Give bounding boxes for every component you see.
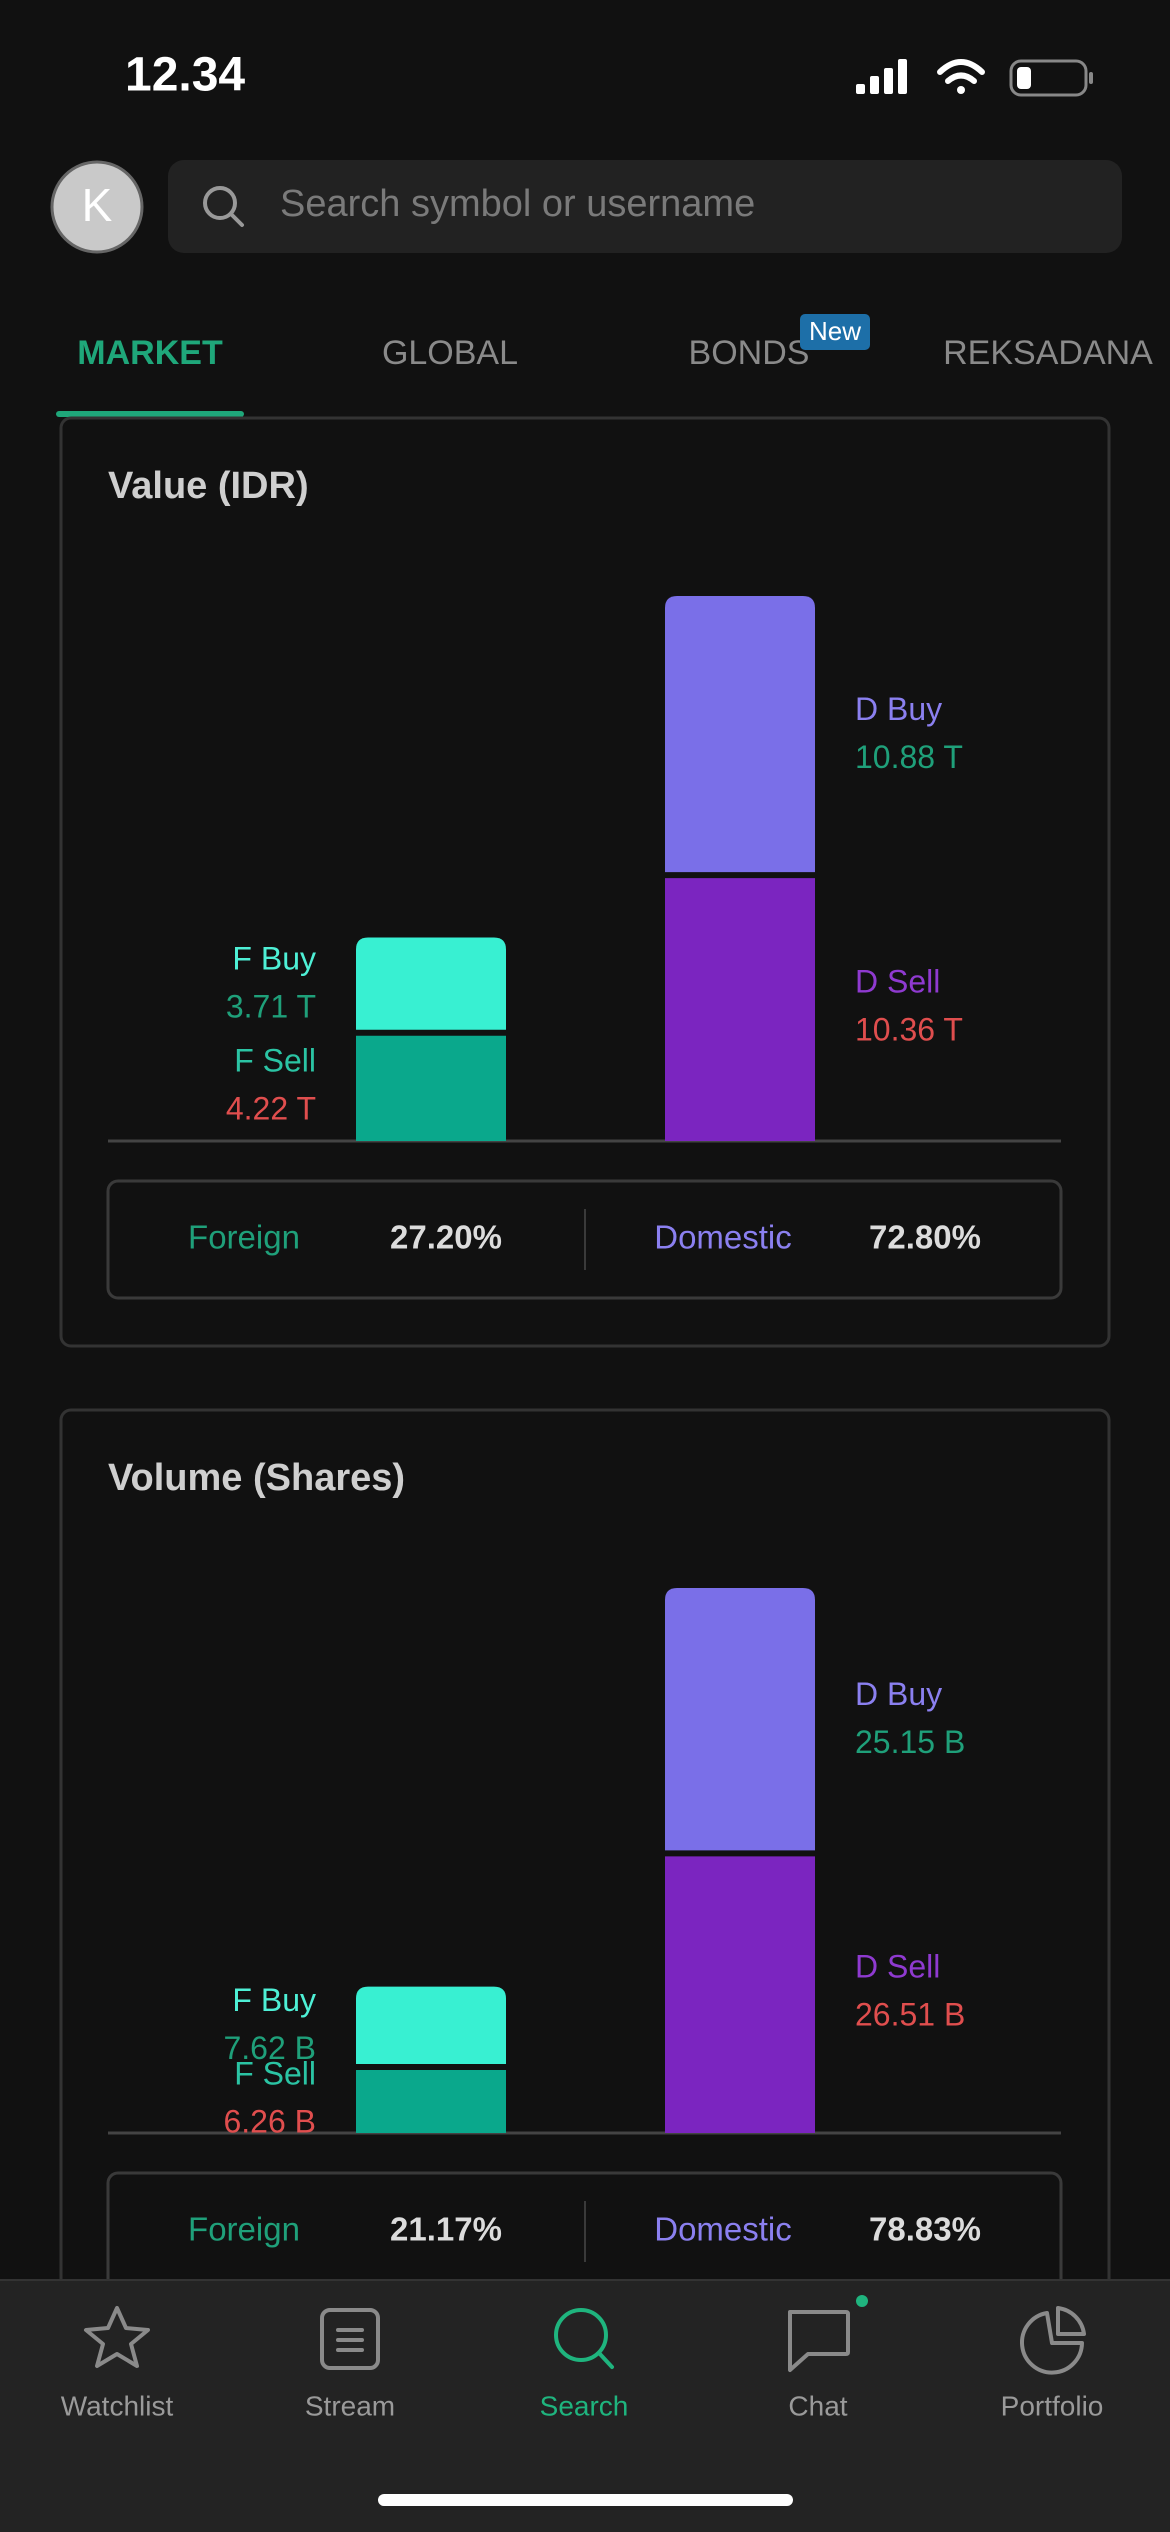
bar-segment bbox=[356, 937, 506, 1030]
summary-value: 21.17% bbox=[390, 2211, 502, 2248]
segment-name: D Sell bbox=[855, 964, 940, 1000]
summary-label: Foreign bbox=[188, 1219, 300, 1256]
bar-segment bbox=[665, 1588, 815, 1851]
segment-value: 10.36 T bbox=[855, 1012, 963, 1048]
nav-bar bbox=[0, 2280, 1170, 2532]
nav-label[interactable]: Search bbox=[540, 2390, 629, 2421]
chart-title: Value (IDR) bbox=[108, 465, 309, 507]
segment-name: D Buy bbox=[855, 1676, 942, 1712]
bar-segment bbox=[356, 1035, 506, 1141]
avatar-initial: K bbox=[82, 179, 113, 231]
tab-label[interactable]: MARKET bbox=[77, 334, 223, 372]
bar-segment bbox=[665, 1856, 815, 2133]
search-nav-icon bbox=[554, 2308, 614, 2369]
search-box[interactable] bbox=[168, 160, 1122, 253]
bar-segment bbox=[356, 2069, 506, 2133]
stream-icon bbox=[320, 2308, 380, 2370]
chart-title: Volume (Shares) bbox=[108, 1457, 405, 1499]
segment-name: F Sell bbox=[234, 2055, 316, 2091]
summary-value: 72.80% bbox=[869, 1219, 981, 1256]
summary-value: 27.20% bbox=[390, 1219, 502, 1256]
tab-underline bbox=[56, 411, 244, 417]
chat-icon bbox=[788, 2310, 850, 2372]
watchlist-icon bbox=[84, 2306, 150, 2368]
bar-segment bbox=[356, 1986, 506, 2064]
home-indicator bbox=[378, 2494, 793, 2506]
portfolio-icon bbox=[1020, 2306, 1086, 2375]
bar-segment bbox=[665, 596, 815, 873]
tab-label[interactable]: BONDS bbox=[689, 334, 810, 372]
segment-value: 25.15 B bbox=[855, 1724, 965, 1760]
summary-label: Domestic bbox=[654, 1219, 792, 1256]
segment-name: F Buy bbox=[232, 941, 316, 977]
card bbox=[59, 416, 1111, 1348]
notification-dot bbox=[856, 2295, 868, 2307]
status-time: 12.34 bbox=[125, 49, 245, 102]
badge-label: New bbox=[809, 316, 861, 346]
badge bbox=[800, 314, 870, 350]
segment-value: 26.51 B bbox=[855, 1997, 965, 2033]
segment-value: 3.71 T bbox=[226, 989, 316, 1025]
summary-label: Foreign bbox=[188, 2211, 300, 2248]
segment-name: D Buy bbox=[855, 691, 942, 727]
bar-segment bbox=[665, 878, 815, 1141]
nav-label[interactable]: Portfolio bbox=[1001, 2390, 1104, 2421]
segment-name: D Sell bbox=[855, 1949, 940, 1985]
search-icon bbox=[203, 186, 244, 227]
segment-value: 4.22 T bbox=[226, 1090, 316, 1126]
tab-label[interactable]: GLOBAL bbox=[382, 334, 518, 372]
segment-name: F Buy bbox=[232, 1982, 316, 2018]
segment-value: 6.26 B bbox=[223, 2103, 316, 2139]
nav-label[interactable]: Chat bbox=[788, 2390, 847, 2421]
summary-value: 78.83% bbox=[869, 2211, 981, 2248]
search-placeholder: Search symbol or username bbox=[280, 183, 755, 225]
summary-label: Domestic bbox=[654, 2211, 792, 2248]
summary-box bbox=[106, 1179, 1063, 1300]
nav-label[interactable]: Stream bbox=[305, 2390, 395, 2421]
nav-label[interactable]: Watchlist bbox=[61, 2390, 174, 2421]
tab-label[interactable]: REKSADANA bbox=[943, 334, 1153, 372]
segment-value: 10.88 T bbox=[855, 739, 963, 775]
signal-icon bbox=[856, 59, 907, 94]
segment-value: 7.62 B bbox=[223, 2030, 316, 2066]
wifi-icon bbox=[937, 59, 985, 94]
avatar[interactable] bbox=[50, 160, 144, 254]
battery-icon bbox=[1009, 59, 1093, 97]
segment-name: F Sell bbox=[234, 1042, 316, 1078]
